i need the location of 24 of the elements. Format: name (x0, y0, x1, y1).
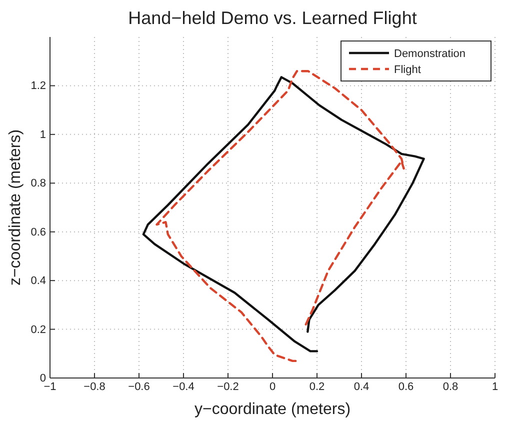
y-tick-label: 0.8 (30, 178, 46, 190)
y-tick-label: 0.2 (30, 324, 46, 336)
y-axis-title: z−coordinate (meters) (7, 129, 24, 286)
legend-label: Flight (394, 64, 421, 76)
y-tick-label: 0 (40, 372, 46, 385)
x-tick-label: 0.8 (442, 380, 458, 393)
chart-title: Hand−held Demo vs. Learned Flight (128, 8, 417, 28)
y-tick-label: 1.2 (30, 80, 46, 92)
x-axis-title: y−coordinate (meters) (194, 401, 351, 418)
x-tick-label: 0.4 (354, 380, 370, 393)
x-tick-label: 1 (492, 380, 498, 393)
x-tick-label: −0.4 (172, 380, 194, 393)
x-tick-label: −0.8 (84, 380, 106, 393)
x-tick-label: −1 (44, 380, 56, 393)
x-tick-label: −0.2 (217, 380, 239, 393)
x-tick-label: 0.2 (309, 380, 325, 393)
x-tick-label: −0.6 (128, 380, 150, 393)
line-series (142, 76, 425, 352)
legend-label: Demonstration (394, 48, 466, 60)
y-tick-label: 0.6 (30, 226, 46, 238)
y-tick-label: 0.4 (30, 275, 46, 288)
x-tick-label: 0.6 (398, 380, 414, 393)
y-tick-label: 1 (40, 128, 46, 141)
x-tick-label: 0 (269, 380, 276, 393)
